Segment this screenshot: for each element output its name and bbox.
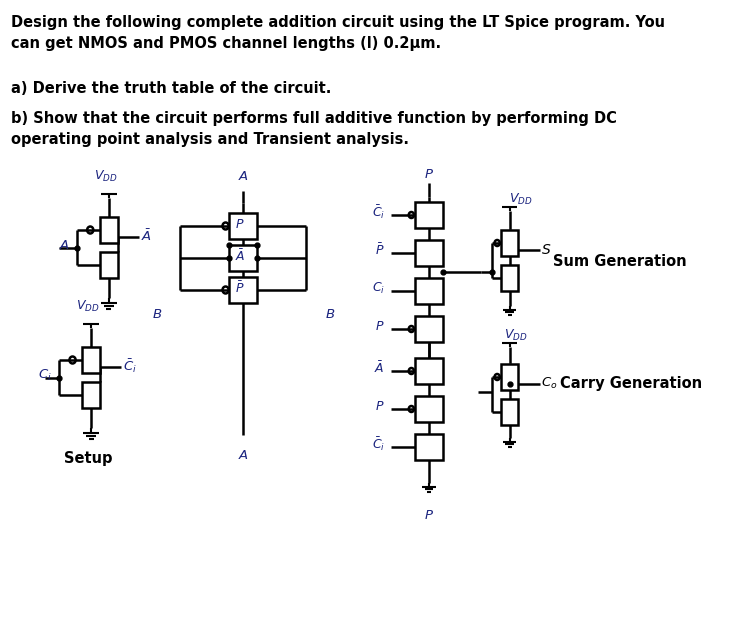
Bar xyxy=(415,358,443,384)
Text: $V_{DD}$: $V_{DD}$ xyxy=(504,328,528,343)
Text: $P$: $P$ xyxy=(375,320,385,332)
Bar xyxy=(415,316,443,342)
Text: $B$: $B$ xyxy=(152,308,162,322)
Text: $P$: $P$ xyxy=(424,168,434,181)
Text: Setup: Setup xyxy=(63,451,112,466)
Text: Sum Generation: Sum Generation xyxy=(553,253,687,268)
Text: $V_{DD}$: $V_{DD}$ xyxy=(76,299,100,314)
Text: $C_i$: $C_i$ xyxy=(38,368,52,383)
Text: a) Derive the truth table of the circuit.: a) Derive the truth table of the circuit… xyxy=(10,81,331,96)
Bar xyxy=(501,399,519,425)
Text: can get NMOS and PMOS channel lengths (l) 0.2μm.: can get NMOS and PMOS channel lengths (l… xyxy=(10,36,441,51)
Text: $V_{DD}$: $V_{DD}$ xyxy=(509,192,532,207)
Bar xyxy=(501,265,519,291)
Bar xyxy=(415,278,443,304)
Text: $V_{DD}$: $V_{DD}$ xyxy=(94,169,118,184)
Text: $P$: $P$ xyxy=(235,218,244,230)
Text: $A$: $A$ xyxy=(60,239,70,252)
Bar xyxy=(415,202,443,228)
Text: $\bar{C}_i$: $\bar{C}_i$ xyxy=(372,203,385,221)
Text: b) Show that the circuit performs full additive function by performing DC: b) Show that the circuit performs full a… xyxy=(10,111,617,126)
Text: $P$: $P$ xyxy=(375,399,385,413)
Bar xyxy=(229,277,258,303)
Bar xyxy=(415,434,443,460)
Text: $\bar{A}$: $\bar{A}$ xyxy=(235,248,245,264)
Bar xyxy=(100,252,118,278)
Text: $C_i$: $C_i$ xyxy=(372,280,385,296)
Text: Design the following complete addition circuit using the LT Spice program. You: Design the following complete addition c… xyxy=(10,15,665,30)
Text: $\bar{C}_i$: $\bar{C}_i$ xyxy=(372,436,385,453)
Text: $P$: $P$ xyxy=(424,509,434,522)
Text: $\bar{C}_i$: $\bar{C}_i$ xyxy=(123,358,137,375)
Bar xyxy=(229,245,258,271)
Bar xyxy=(415,396,443,422)
Text: $A$: $A$ xyxy=(238,449,249,462)
Bar xyxy=(229,213,258,239)
Bar xyxy=(415,240,443,266)
Text: $A$: $A$ xyxy=(238,170,249,183)
Text: $C_o$: $C_o$ xyxy=(542,376,558,391)
Bar xyxy=(501,230,519,256)
Bar xyxy=(82,382,100,408)
Text: $\bar{P}$: $\bar{P}$ xyxy=(235,280,244,296)
Bar xyxy=(501,364,519,390)
Bar xyxy=(100,217,118,243)
Text: $B$: $B$ xyxy=(325,308,335,322)
Text: $\bar{A}$: $\bar{A}$ xyxy=(375,360,385,376)
Text: $\bar{P}$: $\bar{P}$ xyxy=(375,242,385,258)
Text: operating point analysis and Transient analysis.: operating point analysis and Transient a… xyxy=(10,132,408,147)
Text: $S$: $S$ xyxy=(542,242,552,256)
Text: Carry Generation: Carry Generation xyxy=(560,376,702,391)
Text: $\bar{A}$: $\bar{A}$ xyxy=(141,229,151,244)
Bar xyxy=(82,347,100,373)
